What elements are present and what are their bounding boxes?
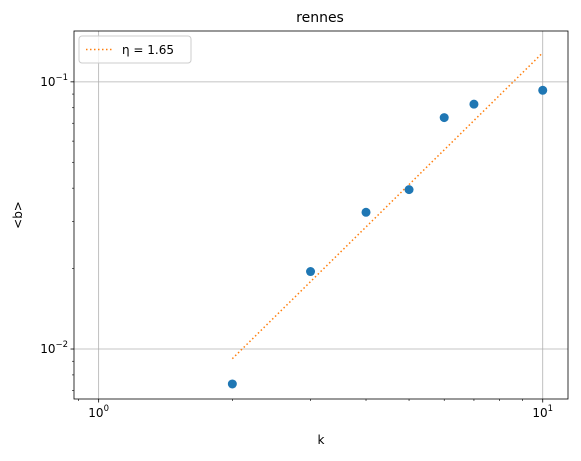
data-point xyxy=(361,207,371,217)
ticks: 100 101 10−2 10−1 xyxy=(40,73,553,420)
plot-frame xyxy=(73,30,569,400)
y-axis-label: <b> xyxy=(11,201,25,229)
y-tick-label: 10−2 xyxy=(40,340,68,356)
chart-title: rennes xyxy=(296,10,344,26)
x-tick-label: 100 xyxy=(88,404,109,420)
data-point xyxy=(469,99,479,109)
legend-box xyxy=(78,35,192,64)
x-axis-label: k xyxy=(318,433,325,447)
series xyxy=(227,52,548,389)
data-point xyxy=(306,267,316,277)
data-point xyxy=(538,85,548,95)
legend: η = 1.65 xyxy=(78,35,192,64)
data-point xyxy=(227,379,237,389)
data-point xyxy=(439,113,449,123)
data-point xyxy=(404,185,414,195)
fit-line xyxy=(231,52,544,360)
x-tick-label: 101 xyxy=(532,404,553,420)
legend-label-fit-line: η = 1.65 xyxy=(122,43,174,57)
y-tick-label: 10−1 xyxy=(40,73,68,89)
